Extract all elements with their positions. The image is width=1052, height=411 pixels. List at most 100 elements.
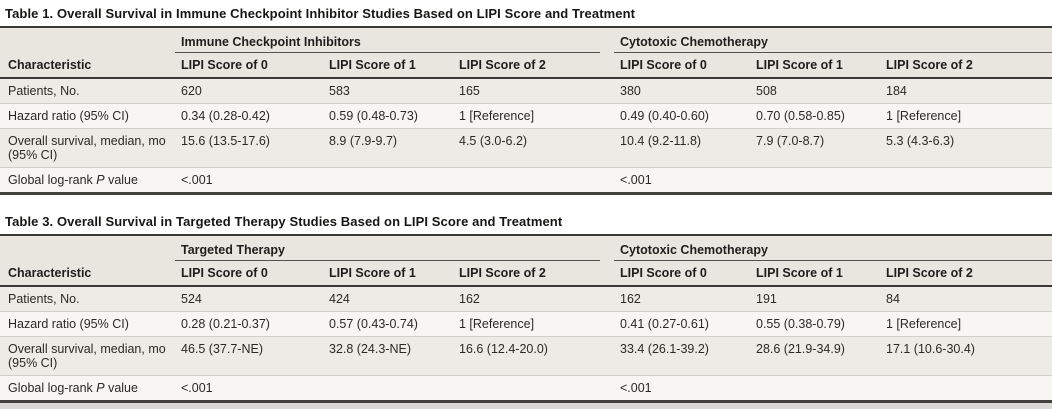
table-1-title: Table 1. Overall Survival in Immune Chec… — [5, 6, 636, 21]
table-3-section: Table 3. Overall Survival in Targeted Th… — [0, 208, 1052, 403]
col-header-lipi-2: LIPI Score of 2 — [453, 52, 601, 79]
table-row-overall-survival: Overall survival, median, mo (95% CI) 46… — [0, 336, 1052, 376]
table-cell: 524 — [181, 292, 202, 306]
table-cell: 8.9 (7.9-9.7) — [323, 128, 453, 168]
table-cell-gap — [600, 78, 614, 104]
table-1-section: Table 1. Overall Survival in Immune Chec… — [0, 0, 1052, 195]
table-row: Characteristic LIPI Score of 0 LIPI Scor… — [0, 260, 1052, 287]
row-label: Overall survival, median, mo (95% CI) — [0, 128, 175, 168]
table-cell: 15.6 (13.5-17.6) — [175, 128, 323, 168]
col-header-lipi-1: LIPI Score of 1 — [750, 260, 880, 287]
table-row-hazard-ratio: Hazard ratio (95% CI) 0.34 (0.28-0.42) 0… — [0, 103, 1052, 129]
group-gap — [600, 260, 614, 287]
table-cell-gap — [600, 336, 614, 376]
table-row: Immune Checkpoint Inhibitors Cytotoxic C… — [0, 27, 1052, 53]
table-cell-gap — [600, 311, 614, 337]
col-header-lipi-0: LIPI Score of 0 — [614, 52, 751, 79]
group-header-spacer — [0, 27, 175, 53]
table-cell: 620 — [181, 84, 202, 98]
table-cell: 1 [Reference] — [880, 311, 1052, 337]
table-cell: 7.9 (7.0-8.7) — [750, 128, 881, 168]
group-header-spacer — [0, 235, 175, 261]
table-cell: <.001 — [175, 167, 323, 194]
table-row-hazard-ratio: Hazard ratio (95% CI) 0.28 (0.21-0.37) 0… — [0, 311, 1052, 337]
table-cell: 10.4 (9.2-11.8) — [614, 128, 751, 168]
col-header-lipi-1: LIPI Score of 1 — [323, 52, 453, 79]
table-cell: 162 — [459, 292, 480, 306]
table-cell: <.001 — [614, 375, 750, 402]
group-header-cytotoxic-chemotherapy: Cytotoxic Chemotherapy — [614, 27, 1052, 53]
table-cell: 17.1 (10.6-30.4) — [880, 336, 1052, 376]
col-header-lipi-2: LIPI Score of 2 — [880, 260, 1052, 287]
table-cell — [323, 375, 453, 402]
table-cell: 380 — [620, 84, 641, 98]
row-label: Global log-rank P value — [0, 375, 175, 402]
table-cell — [880, 167, 1052, 194]
table-cell — [750, 375, 880, 402]
col-header-lipi-0: LIPI Score of 0 — [175, 52, 323, 79]
table-cell: 84 — [886, 292, 900, 306]
group-header-immune-checkpoint-inhibitors: Immune Checkpoint Inhibitors — [175, 27, 601, 53]
row-label: Overall survival, median, mo (95% CI) — [0, 336, 175, 376]
table-cell-gap — [600, 128, 615, 168]
table-row-patients: Patients, No. 620 583 165 380 508 184 — [0, 78, 1052, 104]
table-3-title: Table 3. Overall Survival in Targeted Th… — [5, 214, 563, 229]
table-cell: 424 — [329, 292, 350, 306]
table-cell: 0.59 (0.48-0.73) — [323, 103, 453, 129]
row-label: Global log-rank P value — [0, 167, 175, 194]
table-cell: <.001 — [175, 375, 323, 402]
table-3-grid: Targeted Therapy Cytotoxic Chemotherapy … — [0, 234, 1052, 403]
table-cell: 191 — [756, 292, 777, 306]
table-cell — [453, 167, 601, 194]
table-row: Targeted Therapy Cytotoxic Chemotherapy — [0, 235, 1052, 261]
table-cell: 583 — [329, 84, 350, 98]
table-cell: 162 — [620, 292, 641, 306]
table-cell: 33.4 (26.1-39.2) — [614, 336, 750, 376]
table-cell: 0.49 (0.40-0.60) — [614, 103, 751, 129]
table-cell — [880, 375, 1052, 402]
table-row-global-log-rank: Global log-rank P value <.001 <.001 — [0, 167, 1052, 194]
table-cell-gap — [600, 286, 614, 312]
tables-divider — [0, 195, 1052, 208]
table-cell: 0.55 (0.38-0.79) — [750, 311, 880, 337]
table-cell: 184 — [886, 84, 907, 98]
group-gap — [600, 27, 615, 53]
col-header-lipi-2: LIPI Score of 2 — [880, 52, 1052, 79]
col-header-characteristic: Characteristic — [0, 52, 175, 79]
table-row: Characteristic LIPI Score of 0 LIPI Scor… — [0, 52, 1052, 79]
col-header-lipi-0: LIPI Score of 0 — [614, 260, 750, 287]
col-header-lipi-2: LIPI Score of 2 — [453, 260, 600, 287]
group-gap — [600, 235, 614, 261]
col-header-lipi-0: LIPI Score of 0 — [175, 260, 323, 287]
table-cell-gap — [600, 167, 615, 194]
table-cell: 4.5 (3.0-6.2) — [453, 128, 601, 168]
row-label: Patients, No. — [8, 292, 80, 306]
table-cell: 0.34 (0.28-0.42) — [175, 103, 323, 129]
col-header-lipi-1: LIPI Score of 1 — [750, 52, 881, 79]
table-cell-gap — [600, 375, 614, 402]
group-header-targeted-therapy: Targeted Therapy — [175, 235, 600, 261]
table-cell: 1 [Reference] — [453, 311, 600, 337]
table-cell — [750, 167, 881, 194]
table-cell-gap — [600, 103, 615, 129]
table-row-overall-survival: Overall survival, median, mo (95% CI) 15… — [0, 128, 1052, 168]
table-cell: <.001 — [614, 167, 751, 194]
table-cell: 165 — [459, 84, 480, 98]
col-header-lipi-1: LIPI Score of 1 — [323, 260, 453, 287]
table-cell: 1 [Reference] — [453, 103, 601, 129]
scan-edge — [0, 403, 1052, 409]
group-gap — [600, 52, 615, 79]
table-cell: 0.41 (0.27-0.61) — [614, 311, 750, 337]
table-cell — [323, 167, 453, 194]
table-cell — [453, 375, 600, 402]
table-cell: 32.8 (24.3-NE) — [323, 336, 453, 376]
table-cell: 0.57 (0.43-0.74) — [323, 311, 453, 337]
table-cell: 508 — [756, 84, 777, 98]
table-row-global-log-rank: Global log-rank P value <.001 <.001 — [0, 375, 1052, 402]
row-label: Patients, No. — [8, 84, 80, 98]
row-label: Hazard ratio (95% CI) — [0, 311, 175, 337]
table-cell: 5.3 (4.3-6.3) — [880, 128, 1052, 168]
group-header-cytotoxic-chemotherapy: Cytotoxic Chemotherapy — [614, 235, 1052, 261]
table-1-grid: Immune Checkpoint Inhibitors Cytotoxic C… — [0, 26, 1052, 195]
